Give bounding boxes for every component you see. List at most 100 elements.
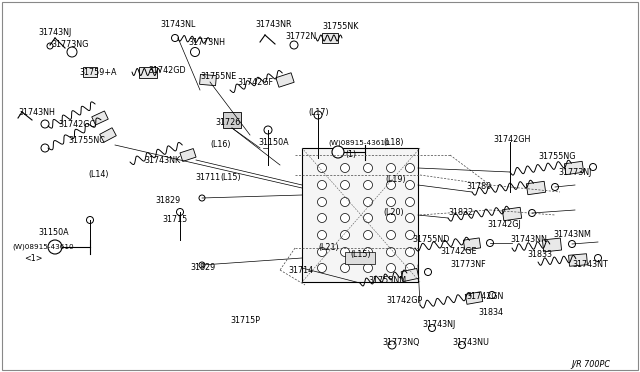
Circle shape xyxy=(568,241,575,247)
Text: 31150A: 31150A xyxy=(258,138,289,147)
Text: 31829: 31829 xyxy=(190,263,215,272)
Circle shape xyxy=(340,214,349,222)
Circle shape xyxy=(406,231,415,240)
Circle shape xyxy=(364,263,372,273)
Polygon shape xyxy=(100,128,116,142)
Polygon shape xyxy=(465,292,483,304)
Text: 31743NH: 31743NH xyxy=(18,108,55,117)
Text: 31743NJ: 31743NJ xyxy=(422,320,455,329)
Text: J/R 700PC: J/R 700PC xyxy=(571,360,610,369)
Polygon shape xyxy=(180,148,196,161)
Circle shape xyxy=(595,254,602,262)
Polygon shape xyxy=(83,67,97,77)
Circle shape xyxy=(177,208,184,215)
Circle shape xyxy=(86,217,93,224)
Circle shape xyxy=(387,198,396,206)
Text: 31742GF: 31742GF xyxy=(237,78,273,87)
Circle shape xyxy=(429,324,435,331)
Polygon shape xyxy=(568,254,588,266)
Text: 31773NQ: 31773NQ xyxy=(382,338,419,347)
Text: 31829: 31829 xyxy=(155,196,180,205)
Circle shape xyxy=(486,240,493,247)
Text: 31726: 31726 xyxy=(215,118,240,127)
Circle shape xyxy=(41,120,49,128)
Text: (W)08915-43610: (W)08915-43610 xyxy=(12,244,74,250)
Circle shape xyxy=(340,247,349,257)
Circle shape xyxy=(317,263,326,273)
Text: 31714: 31714 xyxy=(288,266,313,275)
Circle shape xyxy=(317,247,326,257)
Text: 31743NK: 31743NK xyxy=(144,156,180,165)
Circle shape xyxy=(340,164,349,173)
Text: 31743NT: 31743NT xyxy=(572,260,608,269)
Text: 31755ND: 31755ND xyxy=(412,235,449,244)
Text: 31742GD: 31742GD xyxy=(148,66,186,75)
Text: 31742GJ: 31742GJ xyxy=(487,220,521,229)
Text: 31711: 31711 xyxy=(195,173,220,182)
Text: 31780: 31780 xyxy=(466,182,491,191)
Polygon shape xyxy=(139,67,157,77)
Text: (L21): (L21) xyxy=(318,243,339,252)
Circle shape xyxy=(48,240,62,254)
Circle shape xyxy=(424,269,431,276)
Polygon shape xyxy=(322,33,338,43)
Circle shape xyxy=(340,198,349,206)
Text: (L20): (L20) xyxy=(383,208,404,217)
Circle shape xyxy=(47,43,53,49)
Text: 31742GH: 31742GH xyxy=(493,135,531,144)
Text: 31755NG: 31755NG xyxy=(538,152,575,161)
Text: 31742GC: 31742GC xyxy=(58,120,95,129)
Circle shape xyxy=(406,247,415,257)
Circle shape xyxy=(458,341,465,349)
Circle shape xyxy=(406,164,415,173)
Circle shape xyxy=(406,263,415,273)
Circle shape xyxy=(387,214,396,222)
Text: 31772N: 31772N xyxy=(285,32,316,41)
Circle shape xyxy=(317,180,326,189)
Text: 31773NJ: 31773NJ xyxy=(558,168,591,177)
Polygon shape xyxy=(302,148,418,282)
Circle shape xyxy=(340,263,349,273)
Polygon shape xyxy=(564,161,584,175)
Circle shape xyxy=(199,195,205,201)
Polygon shape xyxy=(401,269,419,282)
Text: 31743NJ: 31743NJ xyxy=(38,28,72,37)
Circle shape xyxy=(317,231,326,240)
Text: (1): (1) xyxy=(345,150,356,159)
Circle shape xyxy=(364,247,372,257)
Polygon shape xyxy=(200,74,216,86)
Text: 31773NG: 31773NG xyxy=(51,40,89,49)
Text: <1>: <1> xyxy=(24,254,42,263)
Polygon shape xyxy=(502,207,522,221)
Text: 31743NM: 31743NM xyxy=(553,230,591,239)
Circle shape xyxy=(406,214,415,222)
Circle shape xyxy=(552,183,559,190)
Text: 31832: 31832 xyxy=(448,208,473,217)
Text: 31834: 31834 xyxy=(478,308,503,317)
Text: 31150A: 31150A xyxy=(38,228,68,237)
Circle shape xyxy=(488,292,495,298)
Circle shape xyxy=(317,164,326,173)
Text: 31743NN: 31743NN xyxy=(510,235,547,244)
Text: 31743NR: 31743NR xyxy=(255,20,291,29)
Text: (L17): (L17) xyxy=(308,108,328,117)
Text: (L16): (L16) xyxy=(210,140,230,149)
Text: 31759+A: 31759+A xyxy=(79,68,116,77)
Circle shape xyxy=(364,164,372,173)
Polygon shape xyxy=(526,181,546,195)
Polygon shape xyxy=(276,73,294,87)
Polygon shape xyxy=(543,238,561,252)
Circle shape xyxy=(290,41,298,49)
Text: 31773NH: 31773NH xyxy=(188,38,225,47)
Text: (L18): (L18) xyxy=(383,138,403,147)
Circle shape xyxy=(317,214,326,222)
Text: (L15): (L15) xyxy=(220,173,241,182)
Circle shape xyxy=(264,126,272,134)
Circle shape xyxy=(406,180,415,189)
Circle shape xyxy=(387,263,396,273)
Circle shape xyxy=(317,198,326,206)
Circle shape xyxy=(406,198,415,206)
Text: 31715: 31715 xyxy=(162,215,188,224)
Circle shape xyxy=(387,247,396,257)
Text: (L14): (L14) xyxy=(88,170,109,179)
